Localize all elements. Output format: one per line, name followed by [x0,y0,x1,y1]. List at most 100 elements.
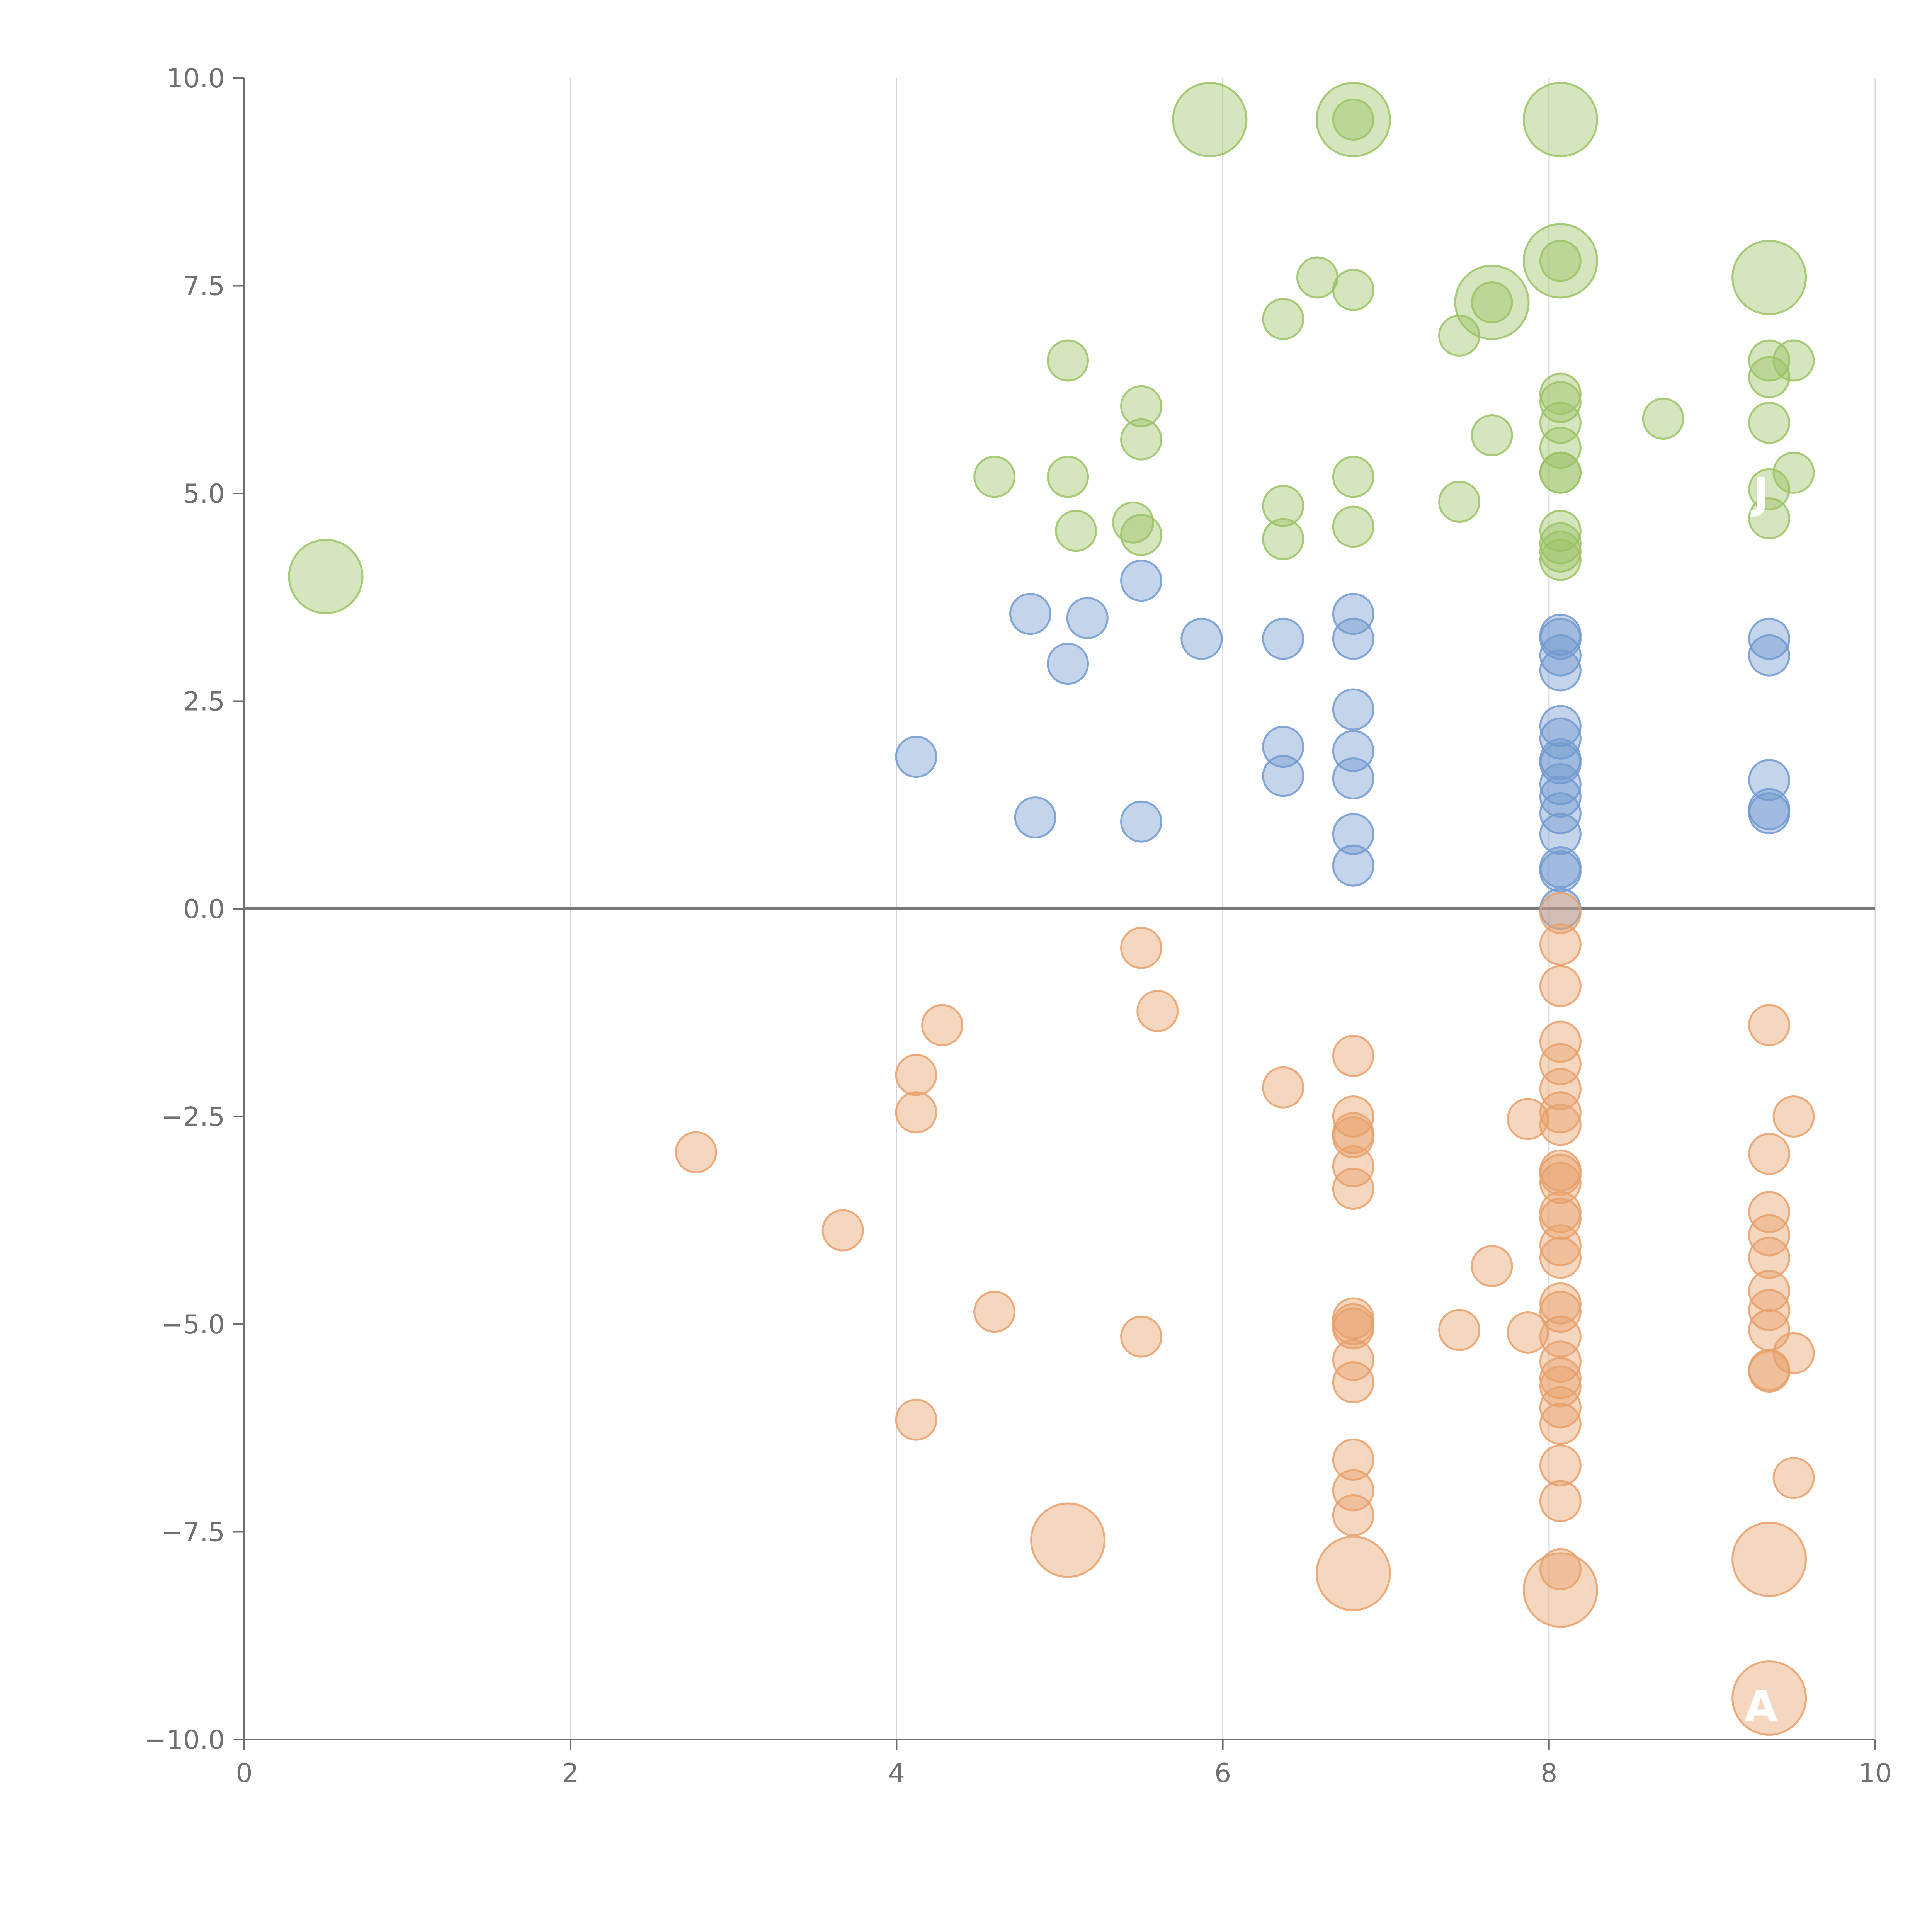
data-point-orange [1507,1098,1549,1140]
data-point-blue [1332,844,1374,887]
data-point-orange [1539,1020,1582,1063]
data-point-green [1522,82,1598,157]
data-point-green [1120,385,1163,427]
data-point-orange [1262,1066,1304,1109]
y-tick-label: −5.0 [161,1310,225,1340]
data-point-blue [1009,593,1052,635]
data-point-blue [1332,757,1374,799]
y-tick-label: −2.5 [161,1102,225,1133]
data-point-orange [1507,1311,1549,1354]
data-point-blue [1539,850,1582,893]
data-point-orange [1731,1660,1807,1736]
points-layer [288,82,1815,1736]
data-point-green [1539,427,1582,469]
data-point-green [1748,468,1791,510]
data-point-orange [1471,1245,1513,1287]
data-point-blue [1539,617,1582,660]
data-point-green [1454,265,1530,340]
data-point-green [1539,401,1582,444]
data-point-blue [1748,617,1791,660]
data-point-green [1332,505,1374,548]
data-point-orange [1539,892,1582,934]
data-point-blue [1262,617,1304,660]
x-tick-label: 6 [1214,1758,1231,1789]
data-point-blue [895,736,937,778]
y-tick-label: 5.0 [183,479,225,509]
data-point-blue [1748,634,1791,677]
data-point-orange [1522,1552,1598,1628]
data-point-green [1120,514,1163,556]
y-tick-label: 7.5 [183,271,225,302]
data-point-orange [1332,1438,1374,1481]
data-point-green [1262,485,1304,527]
data-point-green [1120,418,1163,461]
data-point-blue [1120,800,1163,843]
data-point-blue [1047,643,1089,685]
data-point-green [1172,82,1248,157]
data-point-orange [1539,1480,1582,1522]
data-point-orange [1539,1068,1582,1111]
data-point-orange [1539,1224,1582,1267]
data-point-orange [1539,1104,1582,1146]
data-point-orange [1539,1403,1582,1445]
data-point-green [1539,240,1582,282]
data-point-orange [675,1131,717,1173]
data-point-orange [1539,1340,1582,1383]
data-point-orange [1539,1162,1582,1204]
data-point-orange [1120,927,1163,969]
data-point-blue [1748,792,1791,835]
data-point-green [1539,539,1582,581]
data-point-orange [1539,1091,1582,1134]
data-point-green [1047,456,1089,498]
data-point-orange [821,1209,864,1252]
data-point-green [1262,518,1304,560]
data-point-orange [1332,1338,1374,1381]
data-point-green [1772,451,1815,494]
data-point-blue [1332,688,1374,731]
data-point-green [1112,501,1154,544]
data-point-orange [1539,1444,1582,1486]
y-tick-label: 2.5 [183,687,225,717]
y-tick-label: −7.5 [161,1517,225,1548]
data-point-orange [1332,1168,1374,1210]
x-tick-label: 4 [888,1758,905,1789]
x-tick-label: 8 [1541,1758,1557,1789]
data-point-blue [1332,813,1374,855]
data-point-blue [1332,593,1374,635]
axes-layer: 0 2 4 6 8 10 10.0 7.5 5.0 2.5 0.0 −2.5 −5.0 −7.5 −10.0 [145,63,1892,1789]
data-point-orange [921,1004,964,1046]
data-point-orange [1332,1116,1374,1158]
data-point-green [1262,298,1304,340]
annotation-label: A [1745,1682,1777,1731]
data-point-green [973,456,1016,498]
data-point-blue [1539,649,1582,692]
data-point-orange [1539,1315,1582,1358]
data-point-orange [1748,1236,1791,1279]
data-point-green [1047,339,1089,382]
labels-layer: JA [1745,469,1777,1731]
x-tick-label: 2 [562,1758,579,1789]
data-point-blue [1262,726,1304,768]
data-point-orange [1136,990,1179,1032]
data-point-orange [1748,1270,1791,1312]
data-point-blue [1066,597,1109,639]
data-point-green [1315,82,1391,157]
data-point-orange [1772,1457,1815,1499]
data-point-blue [1539,776,1582,818]
data-point-blue [1014,796,1056,838]
data-point-green [1471,281,1513,323]
y-tick-label: −10.0 [145,1725,225,1755]
data-point-green [1332,456,1374,498]
annotation-label: J [1750,469,1769,518]
data-point-blue [1262,755,1304,797]
data-point-orange [1332,1145,1374,1187]
data-point-blue [1748,759,1791,801]
data-point-orange [1030,1502,1106,1578]
data-point-green [1296,256,1338,299]
data-point-orange [1332,1469,1374,1512]
data-point-orange [1315,1536,1391,1611]
data-point-blue [1180,617,1223,660]
data-point-orange [1120,1315,1163,1358]
